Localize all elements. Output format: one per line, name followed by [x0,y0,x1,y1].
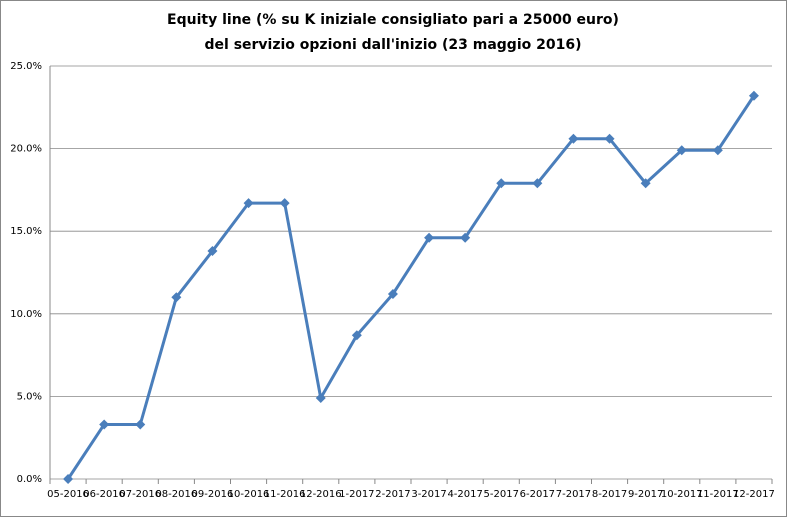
x-tick-label: 2-2017 [375,489,410,500]
data-point [99,419,110,430]
x-tick-label: 10-2016 [228,489,270,500]
data-point [387,288,398,299]
data-point [604,133,615,144]
x-tick-label: 9-2017 [628,489,663,500]
data-point [460,232,471,243]
data-point [676,145,687,156]
x-tick-label: 5-2017 [484,489,519,500]
y-tick-label: 5.0% [17,391,42,402]
data-point [496,178,507,189]
y-tick-label: 20.0% [10,144,42,155]
x-tick-label: 12-2016 [300,489,342,500]
x-tick-label: 1-2017 [339,489,374,500]
data-point [351,330,362,341]
data-point [748,90,759,101]
data-point [207,246,218,257]
x-tick-label: 4-2017 [447,489,482,500]
data-point [568,133,579,144]
y-tick-label: 25.0% [10,61,42,72]
y-tick-label: 10.0% [10,309,42,320]
x-tick-label: 11-2017 [697,489,739,500]
data-line [66,94,756,480]
x-tick-label: 8-2017 [592,489,627,500]
x-tick-label: 6-2017 [520,489,555,500]
data-point [135,419,146,430]
data-point [243,198,254,209]
x-tick-label: 06-2016 [83,489,125,500]
data-point [171,292,182,303]
x-tick-label: 7-2017 [556,489,591,500]
x-tick-label: 3-2017 [411,489,446,500]
chart-title: Equity line (% su K iniziale consigliato… [167,12,619,28]
x-tick-label: 08-2016 [155,489,197,500]
data-point [63,474,74,484]
chart-title: del servizio opzioni dall'inizio (23 mag… [205,37,582,53]
x-tick-label: 10-2017 [661,489,703,500]
y-tick-label: 15.0% [10,226,42,237]
data-point [279,198,290,209]
data-point [532,178,543,189]
data-point [712,145,723,156]
data-point [315,393,326,404]
x-tick-label: 07-2016 [119,489,161,500]
x-tick-label: 09-2016 [192,489,234,500]
x-tick-label: 11-2016 [264,489,306,500]
data-point [424,232,435,243]
y-tick-label: 0.0% [17,474,42,485]
x-tick-label: 05-2016 [47,489,89,500]
data-point [640,178,651,189]
x-tick-label: 12-2017 [733,489,775,500]
